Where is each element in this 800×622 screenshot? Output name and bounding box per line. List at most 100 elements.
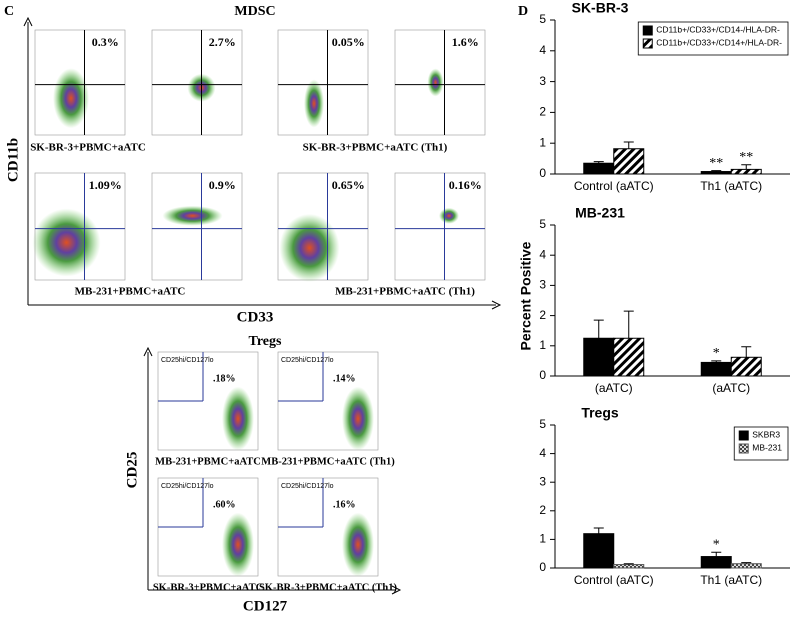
plot-caption: MB-231+PBMC+aATC (Th1) (335, 286, 475, 298)
x-axis-label: CD127 (243, 598, 288, 614)
significance: ** (739, 150, 753, 165)
chart-title: SK-BR-3 (572, 0, 629, 16)
percent-label: 0.3% (92, 35, 119, 49)
y-tick-label: 5 (539, 217, 546, 231)
significance: * (713, 537, 720, 552)
plot-caption: SK-BR-3+PBMC+aATC (Th1) (259, 582, 398, 593)
plot-caption: MB-231+PBMC+aATC (Th1) (261, 456, 395, 467)
plot-caption: MB-231+PBMC+aATC (155, 456, 261, 467)
density (427, 68, 444, 97)
density (222, 386, 254, 451)
significance: * (713, 346, 720, 361)
legend-swatch (642, 38, 653, 49)
y-tick-label: 3 (539, 74, 546, 88)
percent-label: 1.6% (452, 35, 479, 49)
y-tick-label: 1 (539, 532, 546, 546)
error-bar (623, 310, 634, 339)
bar (700, 556, 732, 569)
percent-label: 0.05% (332, 35, 365, 49)
percent-label: .16% (333, 500, 356, 511)
bar (730, 168, 762, 175)
plot-caption: MB-231+PBMC+aATC (75, 286, 186, 298)
gate-label: CD25hi/CD127lo (281, 357, 334, 364)
x-tick-label: Control (aATC) (574, 573, 654, 587)
y-axis-label: Percent Positive (518, 241, 534, 350)
mdsc-title: MDSC (234, 4, 275, 19)
density (279, 213, 340, 282)
percent-label: 0.16% (449, 178, 482, 192)
bar (700, 361, 732, 377)
percent-label: 1.09% (89, 178, 122, 192)
bar (583, 162, 615, 175)
error-bar (711, 170, 722, 172)
bar (583, 337, 615, 377)
flow-plot (277, 29, 369, 136)
panel-label: C (4, 4, 14, 19)
y-tick-label: 1 (539, 135, 546, 149)
bar (613, 564, 645, 569)
gate-label: CD25hi/CD127lo (281, 483, 334, 490)
y-tick-label: 2 (539, 308, 546, 322)
plot-caption: SK-BR-3+PBMC+aATC (153, 582, 263, 593)
chart-title: MB-231 (575, 205, 625, 221)
gate-label: CD25hi/CD127lo (161, 483, 214, 490)
y-tick-label: 2 (539, 503, 546, 517)
percent-label: .14% (333, 374, 356, 385)
density (342, 386, 374, 451)
y-tick-label: 5 (539, 417, 546, 431)
density (342, 512, 374, 577)
y-tick-label: 5 (539, 12, 546, 26)
legend-swatch (738, 443, 749, 454)
arrowheads (143, 346, 402, 595)
x-tick-label: (aATC) (712, 381, 750, 395)
error-bar (593, 319, 604, 339)
percent-label: 0.65% (332, 178, 365, 192)
y-tick-label: 3 (539, 474, 546, 488)
y-tick-label: 0 (539, 166, 546, 180)
legend-swatch (738, 430, 749, 441)
x-tick-label: (aATC) (595, 381, 633, 395)
bar (613, 148, 645, 175)
x-tick-label: Th1 (aATC) (700, 179, 762, 193)
error-bar (711, 551, 722, 557)
plot-caption: SK-BR-3+PBMC+aATC (30, 142, 146, 154)
density (162, 205, 223, 226)
bar (730, 356, 762, 377)
bar (730, 563, 762, 569)
percent-label: 0.9% (209, 178, 236, 192)
error-bar (741, 562, 752, 564)
percent-label: .18% (213, 374, 236, 385)
legend-box (637, 21, 789, 56)
percent-label: .60% (213, 500, 236, 511)
bar (583, 533, 615, 569)
gate-label: CD25hi/CD127lo (161, 357, 214, 364)
x-axis-label: CD33 (237, 309, 274, 325)
panel-label: D (518, 4, 528, 19)
x-tick-label: Th1 (aATC) (700, 573, 762, 587)
arrowheads (23, 16, 502, 310)
bar (700, 171, 732, 175)
error-bar (623, 563, 634, 565)
plot-caption: SK-BR-3+PBMC+aATC (Th1) (303, 142, 448, 154)
error-bar (741, 346, 752, 358)
y-tick-label: 2 (539, 105, 546, 119)
error-bar (593, 161, 604, 164)
legend-label: CD11b+/CD33+/CD14-/HLA-DR- (656, 24, 780, 34)
y-tick-label: 3 (539, 278, 546, 292)
legend-label: SKBR3 (752, 429, 780, 439)
y-axis-label: CD11b (5, 138, 21, 182)
significance: ** (709, 156, 723, 171)
density (439, 207, 459, 224)
bar (613, 337, 645, 377)
legend-swatch (642, 25, 653, 36)
y-tick-label: 0 (539, 560, 546, 574)
x-tick-label: Control (aATC) (574, 179, 654, 193)
error-bar (593, 527, 604, 534)
flow-plot (151, 172, 243, 281)
y-tick-label: 4 (539, 43, 546, 57)
legend-label: CD11b+/CD33+/CD14+/HLA-DR- (656, 37, 782, 47)
density (32, 208, 101, 277)
y-tick-label: 0 (539, 368, 546, 382)
error-bar (711, 360, 722, 363)
